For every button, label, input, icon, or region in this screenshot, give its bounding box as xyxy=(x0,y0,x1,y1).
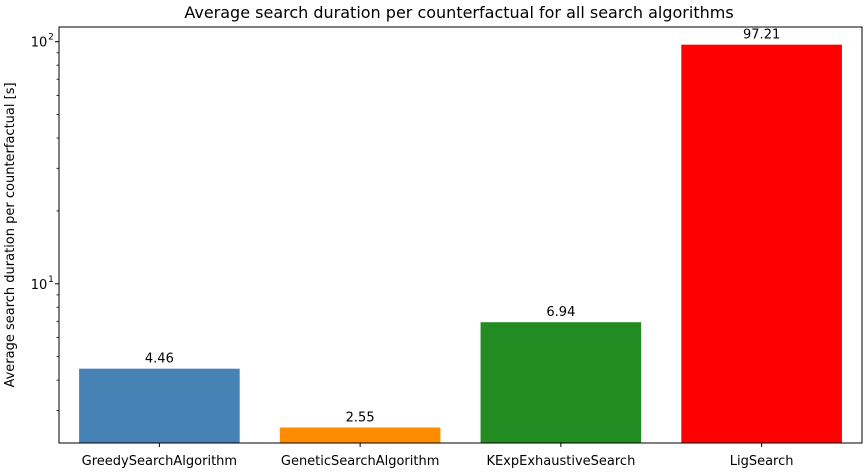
x-tick-label: GeneticSearchAlgorithm xyxy=(281,454,440,469)
bar-labels: 4.46 2.55 6.94 97.21 xyxy=(145,28,780,426)
bar-value-label: 4.46 xyxy=(145,352,174,367)
y-tick-exponent: 1 xyxy=(48,275,54,285)
bar-KExpExhaustiveSearch xyxy=(480,322,642,443)
y-tick-label: 10 xyxy=(31,36,48,51)
x-tick-label: LigSearch xyxy=(730,454,794,469)
x-tick-label: GreedySearchAlgorithm xyxy=(82,454,237,469)
bar-GeneticSearchAlgorithm xyxy=(279,427,441,443)
x-tick-label: KExpExhaustiveSearch xyxy=(486,454,635,469)
y-axis-label: Average search duration per counterfactu… xyxy=(3,82,18,387)
x-axis-ticks: GreedySearchAlgorithm GeneticSearchAlgori… xyxy=(82,443,794,469)
plot-frame xyxy=(58,26,863,444)
bar-value-label: 2.55 xyxy=(346,410,375,425)
y-tick-label: 10 xyxy=(31,278,48,293)
bars xyxy=(79,44,842,444)
bar-GreedySearchAlgorithm xyxy=(79,368,240,443)
y-tick-exponent: 2 xyxy=(48,33,54,43)
bar-LigSearch xyxy=(681,44,842,444)
bar-value-label: 97.21 xyxy=(743,28,780,43)
chart-title: Average search duration per counterfactu… xyxy=(184,3,733,22)
bar-value-label: 6.94 xyxy=(546,305,575,320)
